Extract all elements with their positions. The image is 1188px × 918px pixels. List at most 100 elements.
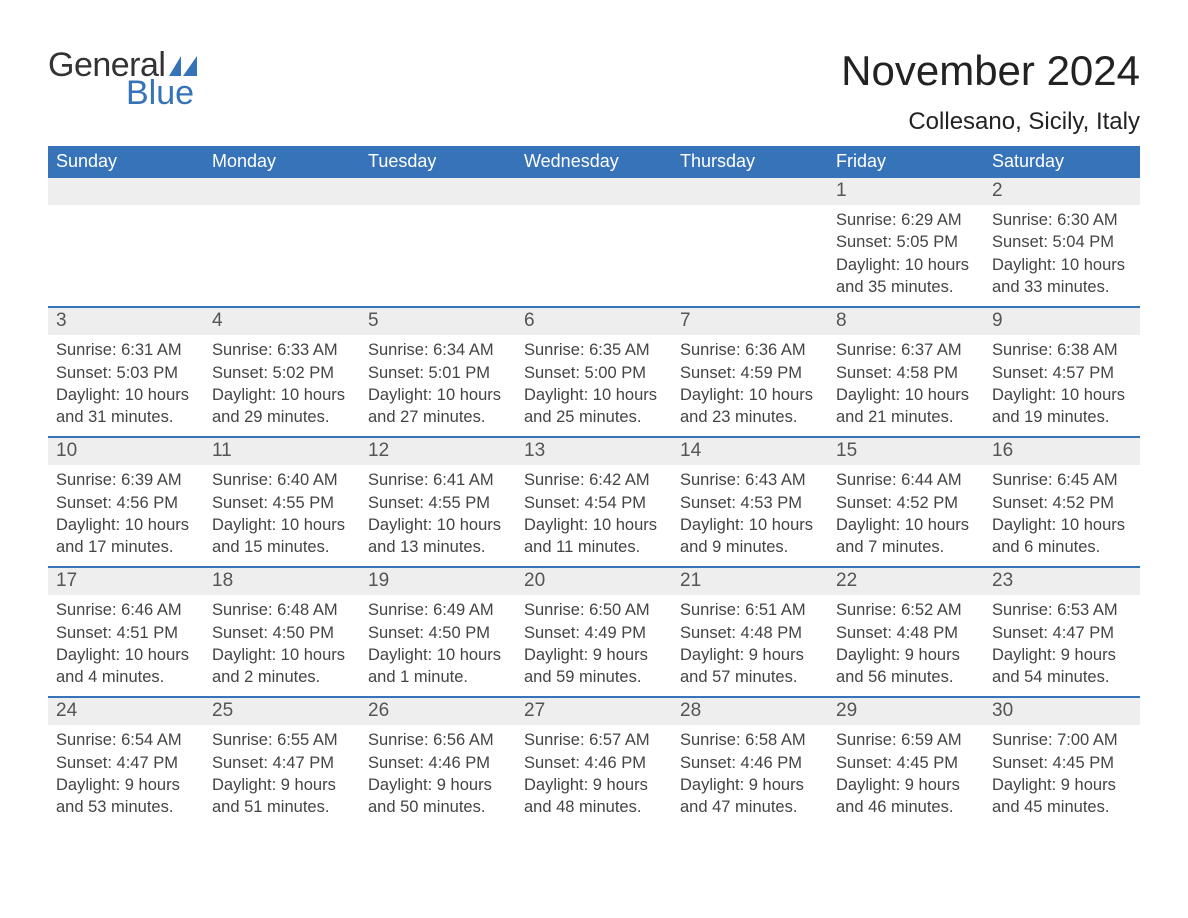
sunrise-line: Sunrise: 6:53 AM xyxy=(992,599,1132,621)
day-number: 30 xyxy=(984,698,1140,725)
day-details: Sunrise: 6:58 AMSunset: 4:46 PMDaylight:… xyxy=(680,729,820,818)
logo: General Blue xyxy=(48,48,197,110)
day-cell: 5 Sunrise: 6:34 AMSunset: 5:01 PMDaylight… xyxy=(360,308,516,436)
daylight-line: Daylight: 10 hours and 1 minute. xyxy=(368,644,508,689)
sunset-line: Sunset: 4:57 PM xyxy=(992,362,1132,384)
daylight-line: Daylight: 10 hours and 29 minutes. xyxy=(212,384,352,429)
day-details: Sunrise: 6:54 AMSunset: 4:47 PMDaylight:… xyxy=(56,729,196,818)
day-number: 28 xyxy=(672,698,828,725)
day-number: 26 xyxy=(360,698,516,725)
day-cell xyxy=(516,178,672,306)
daylight-line: Daylight: 9 hours and 47 minutes. xyxy=(680,774,820,819)
sunrise-line: Sunrise: 6:35 AM xyxy=(524,339,664,361)
day-number: 20 xyxy=(516,568,672,595)
sunset-line: Sunset: 4:47 PM xyxy=(56,752,196,774)
day-cell: 27Sunrise: 6:57 AMSunset: 4:46 PMDayligh… xyxy=(516,698,672,826)
day-number xyxy=(672,178,828,205)
sunset-line: Sunset: 5:00 PM xyxy=(524,362,664,384)
day-details: Sunrise: 6:39 AMSunset: 4:56 PMDaylight:… xyxy=(56,469,196,558)
sunrise-line: Sunrise: 6:49 AM xyxy=(368,599,508,621)
calendar: SundayMondayTuesdayWednesdayThursdayFrid… xyxy=(48,146,1140,826)
daylight-line: Daylight: 10 hours and 7 minutes. xyxy=(836,514,976,559)
day-number: 14 xyxy=(672,438,828,465)
sunrise-line: Sunrise: 6:36 AM xyxy=(680,339,820,361)
daylight-line: Daylight: 9 hours and 53 minutes. xyxy=(56,774,196,819)
daylight-line: Daylight: 10 hours and 9 minutes. xyxy=(680,514,820,559)
sunrise-line: Sunrise: 6:37 AM xyxy=(836,339,976,361)
sunset-line: Sunset: 5:01 PM xyxy=(368,362,508,384)
day-number: 22 xyxy=(828,568,984,595)
day-number: 3 xyxy=(48,308,204,335)
week-row: 1Sunrise: 6:29 AMSunset: 5:05 PMDaylight… xyxy=(48,178,1140,306)
sunrise-line: Sunrise: 6:43 AM xyxy=(680,469,820,491)
day-cell: 15Sunrise: 6:44 AMSunset: 4:52 PMDayligh… xyxy=(828,438,984,566)
day-number: 10 xyxy=(48,438,204,465)
sunset-line: Sunset: 5:04 PM xyxy=(992,231,1132,253)
daylight-line: Daylight: 9 hours and 56 minutes. xyxy=(836,644,976,689)
day-number xyxy=(48,178,204,205)
daylight-line: Daylight: 10 hours and 21 minutes. xyxy=(836,384,976,429)
week-row: 3Sunrise: 6:31 AMSunset: 5:03 PMDaylight… xyxy=(48,306,1140,436)
sunset-line: Sunset: 4:51 PM xyxy=(56,622,196,644)
sunset-line: Sunset: 4:50 PM xyxy=(368,622,508,644)
day-cell: 26Sunrise: 6:56 AMSunset: 4:46 PMDayligh… xyxy=(360,698,516,826)
day-number: 13 xyxy=(516,438,672,465)
sunset-line: Sunset: 4:46 PM xyxy=(680,752,820,774)
sunrise-line: Sunrise: 6:54 AM xyxy=(56,729,196,751)
day-number: 19 xyxy=(360,568,516,595)
day-cell: 17 Sunrise: 6:46 AMSunset: 4:51 PMDayligh… xyxy=(48,568,204,696)
sunrise-line: Sunrise: 6:57 AM xyxy=(524,729,664,751)
day-number: 7 xyxy=(672,308,828,335)
daylight-line: Daylight: 10 hours and 11 minutes. xyxy=(524,514,664,559)
sail-icon xyxy=(169,56,197,76)
day-details: Sunrise: 6:50 AMSunset: 4:49 PMDaylight:… xyxy=(524,599,664,688)
day-cell: 18Sunrise: 6:48 AMSunset: 4:50 PMDayligh… xyxy=(204,568,360,696)
day-cell: 8Sunrise: 6:37 AMSunset: 4:58 PMDaylight… xyxy=(828,308,984,436)
daylight-line: Daylight: 10 hours and 27 minutes. xyxy=(368,384,508,429)
day-cell: 13 Sunrise: 6:42 AMSunset: 4:54 PMDayligh… xyxy=(516,438,672,566)
sunset-line: Sunset: 4:49 PM xyxy=(524,622,664,644)
sunrise-line: Sunrise: 6:29 AM xyxy=(836,209,976,231)
daylight-line: Daylight: 9 hours and 54 minutes. xyxy=(992,644,1132,689)
sunrise-line: Sunrise: 6:45 AM xyxy=(992,469,1132,491)
day-cell: 19 Sunrise: 6:49 AMSunset: 4:50 PMDayligh… xyxy=(360,568,516,696)
day-details: Sunrise: 6:37 AMSunset: 4:58 PMDaylight:… xyxy=(836,339,976,428)
location-subtitle: Collesano, Sicily, Italy xyxy=(841,108,1140,136)
daylight-line: Daylight: 10 hours and 17 minutes. xyxy=(56,514,196,559)
sunrise-line: Sunrise: 6:44 AM xyxy=(836,469,976,491)
daylight-line: Daylight: 9 hours and 48 minutes. xyxy=(524,774,664,819)
daylight-line: Daylight: 10 hours and 13 minutes. xyxy=(368,514,508,559)
day-number xyxy=(516,178,672,205)
daylight-line: Daylight: 9 hours and 51 minutes. xyxy=(212,774,352,819)
week-row: 24Sunrise: 6:54 AMSunset: 4:47 PMDayligh… xyxy=(48,696,1140,826)
day-number: 5 xyxy=(360,308,516,335)
weekday-header: Monday xyxy=(204,146,360,178)
weekday-header-row: SundayMondayTuesdayWednesdayThursdayFrid… xyxy=(48,146,1140,178)
day-details: Sunrise: 6:29 AMSunset: 5:05 PMDaylight:… xyxy=(836,209,976,298)
day-details: Sunrise: 6:34 AMSunset: 5:01 PMDaylight:… xyxy=(368,339,508,428)
day-number: 12 xyxy=(360,438,516,465)
day-number: 17 xyxy=(48,568,204,595)
day-number: 11 xyxy=(204,438,360,465)
sunrise-line: Sunrise: 6:31 AM xyxy=(56,339,196,361)
day-cell: 7Sunrise: 6:36 AMSunset: 4:59 PMDaylight… xyxy=(672,308,828,436)
sunrise-line: Sunrise: 7:00 AM xyxy=(992,729,1132,751)
daylight-line: Daylight: 9 hours and 50 minutes. xyxy=(368,774,508,819)
day-details: Sunrise: 6:46 AMSunset: 4:51 PMDaylight:… xyxy=(56,599,196,688)
day-number: 23 xyxy=(984,568,1140,595)
daylight-line: Daylight: 10 hours and 23 minutes. xyxy=(680,384,820,429)
day-details: Sunrise: 6:42 AMSunset: 4:54 PMDaylight:… xyxy=(524,469,664,558)
day-cell: 10 Sunrise: 6:39 AMSunset: 4:56 PMDayligh… xyxy=(48,438,204,566)
sunrise-line: Sunrise: 6:52 AM xyxy=(836,599,976,621)
day-cell: 20 Sunrise: 6:50 AMSunset: 4:49 PMDayligh… xyxy=(516,568,672,696)
daylight-line: Daylight: 10 hours and 35 minutes. xyxy=(836,254,976,299)
day-number: 9 xyxy=(984,308,1140,335)
day-cell: 23Sunrise: 6:53 AMSunset: 4:47 PMDayligh… xyxy=(984,568,1140,696)
sunrise-line: Sunrise: 6:56 AM xyxy=(368,729,508,751)
day-details: Sunrise: 6:33 AMSunset: 5:02 PMDaylight:… xyxy=(212,339,352,428)
sunrise-line: Sunrise: 6:46 AM xyxy=(56,599,196,621)
sunset-line: Sunset: 4:55 PM xyxy=(368,492,508,514)
weeks-container: 1Sunrise: 6:29 AMSunset: 5:05 PMDaylight… xyxy=(48,178,1140,826)
weekday-header: Saturday xyxy=(984,146,1140,178)
day-details: Sunrise: 6:43 AMSunset: 4:53 PMDaylight:… xyxy=(680,469,820,558)
